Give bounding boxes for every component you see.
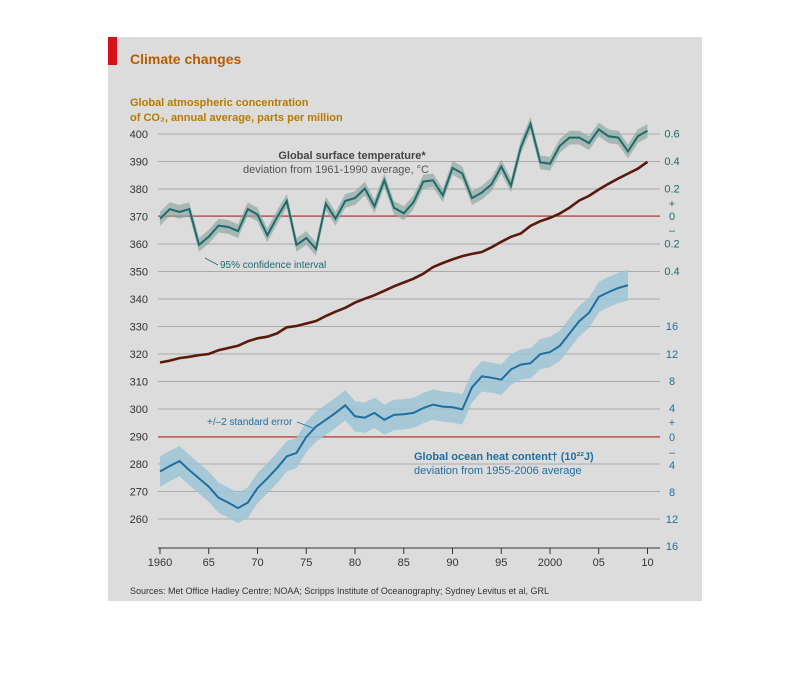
series-lines xyxy=(159,120,649,510)
ocean-band-leader xyxy=(296,421,314,429)
left-tick-label: 380 xyxy=(130,184,148,196)
left-tick-label: 280 xyxy=(130,459,148,471)
left-tick-label: 340 xyxy=(130,294,148,306)
right-tick-label-temperature: – xyxy=(669,225,676,237)
ocean-error-band xyxy=(160,270,628,524)
x-tick-label: 2000 xyxy=(538,557,562,569)
series-labels: Global surface temperature* deviation fro… xyxy=(204,150,594,477)
right-tick-label-ocean: 0 xyxy=(669,432,675,444)
ocean-band-label: +/–2 standard error xyxy=(207,417,293,428)
right-tick-label-temperature: 0.2 xyxy=(664,239,679,251)
accent-bar xyxy=(108,37,117,65)
temperature-band-label: 95% confidence interval xyxy=(220,260,326,271)
temperature-band-leader xyxy=(204,257,219,266)
left-tick-label: 360 xyxy=(130,239,148,251)
right-tick-label-temperature: 0 xyxy=(669,211,675,223)
x-axis-ticks: 1960 65 70 75 80 85 90 95 2000 05 10 xyxy=(148,547,660,569)
left-tick-label: 390 xyxy=(130,157,148,169)
chart-title: Climate changes xyxy=(130,51,241,67)
right-tick-label-ocean: 8 xyxy=(669,487,675,499)
right-tick-label-ocean: 8 xyxy=(669,376,675,388)
right-tick-label-ocean: – xyxy=(669,447,676,459)
x-tick-label: 75 xyxy=(300,557,312,569)
right-axis-temperature-ticks: 0.6 0.4 0.2 +0 – 0.2 0.4 xyxy=(664,129,679,279)
x-tick-label: 10 xyxy=(641,557,653,569)
source-note: Sources: Met Office Hadley Centre; NOAA;… xyxy=(130,586,549,596)
left-tick-label: 350 xyxy=(130,267,148,279)
ocean-series-name: Global ocean heat content† (10²²J) xyxy=(414,451,594,463)
right-tick-label-temperature: 0.6 xyxy=(664,129,679,141)
left-tick-label: 290 xyxy=(130,432,148,444)
left-tick-label: 310 xyxy=(130,377,148,389)
x-tick-label: 05 xyxy=(593,557,605,569)
ocean-series-annotation: deviation from 1955-2006 average xyxy=(414,465,582,477)
temperature-series-annotation: deviation from 1961-1990 average, °C xyxy=(243,164,429,176)
co2-line xyxy=(159,160,649,364)
ocean-heat-line xyxy=(159,284,629,510)
x-tick-label: 70 xyxy=(251,557,263,569)
subtitle-line-1: Global atmospheric concentration xyxy=(130,97,309,109)
right-tick-label-ocean: 4 xyxy=(669,460,675,472)
x-tick-label: 90 xyxy=(446,557,458,569)
right-tick-label-ocean: 16 xyxy=(666,321,678,333)
x-tick-label: 85 xyxy=(398,557,410,569)
right-tick-label-temperature: 0.4 xyxy=(664,266,679,278)
reference-lines xyxy=(158,215,660,438)
x-tick-label: 95 xyxy=(495,557,507,569)
right-tick-label-ocean: 4 xyxy=(669,403,675,415)
temperature-series-name: Global surface temperature* xyxy=(278,150,426,162)
right-tick-label-temperature: 0.4 xyxy=(664,156,679,168)
right-tick-label-ocean: 16 xyxy=(666,541,678,553)
left-tick-label: 400 xyxy=(130,129,148,141)
left-tick-label: 300 xyxy=(130,404,148,416)
right-tick-label-temperature: 0.2 xyxy=(664,184,679,196)
left-tick-label: 260 xyxy=(130,514,148,526)
right-tick-label-ocean: + xyxy=(669,417,675,429)
right-tick-label-ocean: 12 xyxy=(666,514,678,526)
right-tick-label-ocean: 12 xyxy=(666,349,678,361)
left-tick-label: 370 xyxy=(130,212,148,224)
left-tick-label: 320 xyxy=(130,349,148,361)
left-tick-label: 330 xyxy=(130,322,148,334)
x-tick-label: 1960 xyxy=(148,557,172,569)
x-tick-label: 80 xyxy=(349,557,361,569)
left-axis-ticks: 400 390 380 370 360 350 340 330 320 310 300 290 280 2… xyxy=(130,129,148,526)
temperature-line xyxy=(159,120,648,252)
left-tick-label: 270 xyxy=(130,487,148,499)
x-tick-label: 65 xyxy=(203,557,215,569)
right-tick-label-temperature: + xyxy=(669,199,675,211)
subtitle-line-2: of CO₂, annual average, parts per millio… xyxy=(130,112,343,124)
